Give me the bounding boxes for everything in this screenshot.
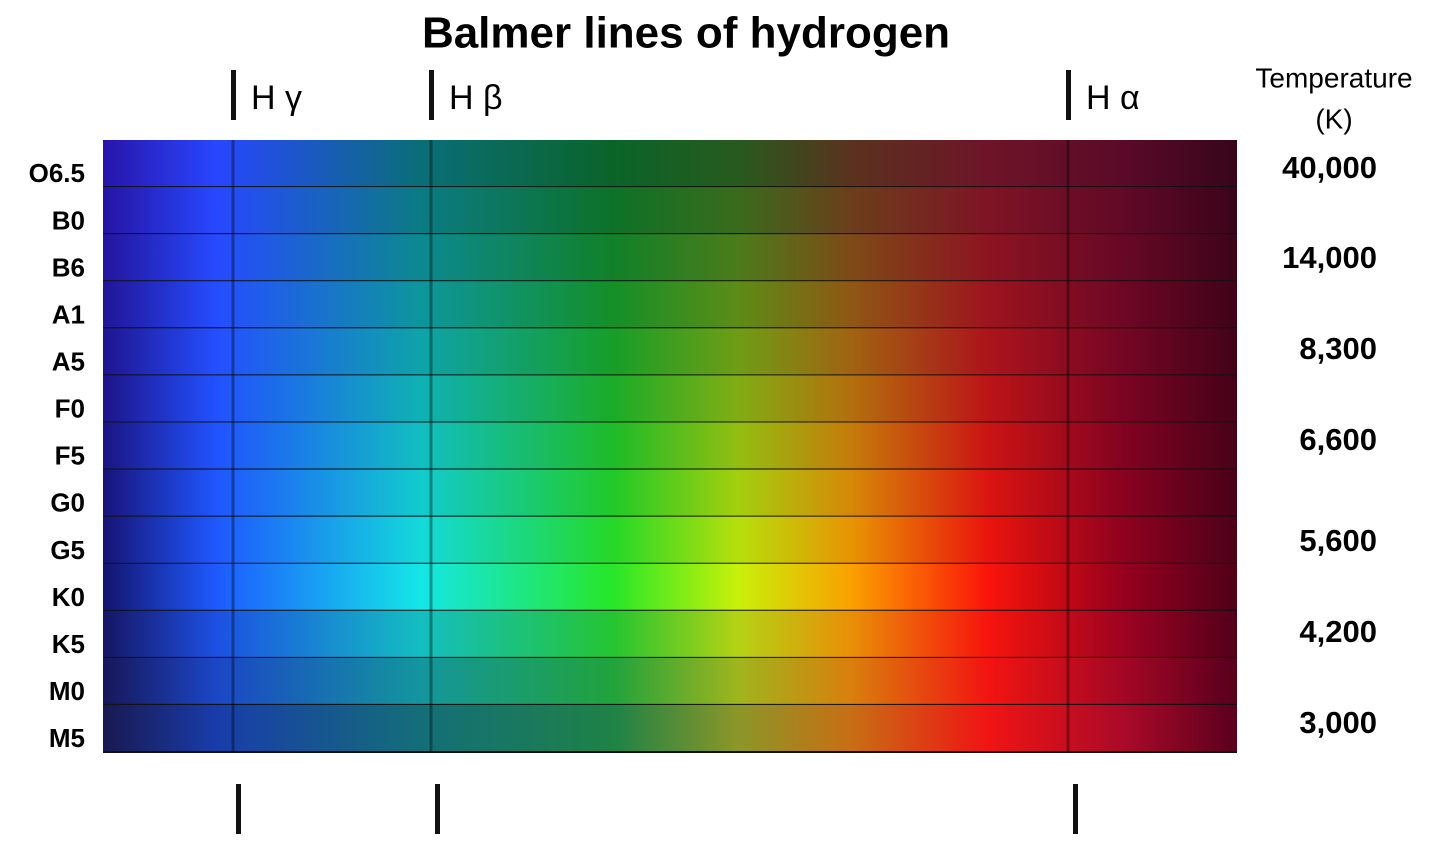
spectral-class: G0 <box>50 488 85 518</box>
temperature-header: Temperature <box>1255 62 1412 93</box>
temperature: 6,600 <box>1299 422 1377 457</box>
spectrum-row <box>103 704 1237 752</box>
spectrum-row <box>103 375 1237 423</box>
line-marker <box>1066 70 1071 120</box>
spectrum-row <box>103 469 1237 517</box>
spectral-class: G5 <box>50 535 85 565</box>
spectrum-row <box>103 140 1237 188</box>
balmer-label: H α <box>1086 79 1140 117</box>
spectral-class: K5 <box>52 629 85 659</box>
spectral-class: F5 <box>55 441 85 471</box>
balmer-label: H γ <box>251 79 302 117</box>
title: Balmer lines of hydrogen <box>422 9 950 58</box>
spectral-class: A5 <box>52 346 85 376</box>
spectral-class: A1 <box>52 299 85 329</box>
spectrum-row <box>103 516 1237 564</box>
line-marker-bottom <box>1073 784 1078 834</box>
spectral-class: F0 <box>55 394 85 424</box>
line-marker <box>429 70 434 120</box>
spectrum-row <box>103 281 1237 329</box>
spectrum-row <box>103 187 1237 235</box>
line-marker-bottom <box>435 784 440 834</box>
temperature: 8,300 <box>1299 331 1377 366</box>
spectral-class: M0 <box>49 676 85 706</box>
temperature: 40,000 <box>1282 150 1377 185</box>
spectrum-row <box>103 563 1237 611</box>
temperature: 5,600 <box>1299 523 1377 558</box>
spectrum-row <box>103 657 1237 705</box>
spectrum-row <box>103 422 1237 470</box>
line-marker-bottom <box>236 784 241 834</box>
balmer-label: H β <box>449 79 503 117</box>
spectral-class: K0 <box>52 582 85 612</box>
temperature: 14,000 <box>1282 240 1377 275</box>
spectral-class: B0 <box>52 205 85 235</box>
spectral-class: B6 <box>52 252 85 282</box>
spectrum-row <box>103 328 1237 376</box>
temperature: 4,200 <box>1299 614 1377 649</box>
temperature: 3,000 <box>1299 705 1377 740</box>
spectral-class: O6.5 <box>29 158 85 188</box>
spectrum-row <box>103 610 1237 658</box>
spectral-class: M5 <box>49 723 85 753</box>
line-marker <box>231 70 236 120</box>
temperature-unit: (K) <box>1315 103 1352 134</box>
spectra <box>103 140 1237 753</box>
spectrum-row <box>103 234 1237 282</box>
